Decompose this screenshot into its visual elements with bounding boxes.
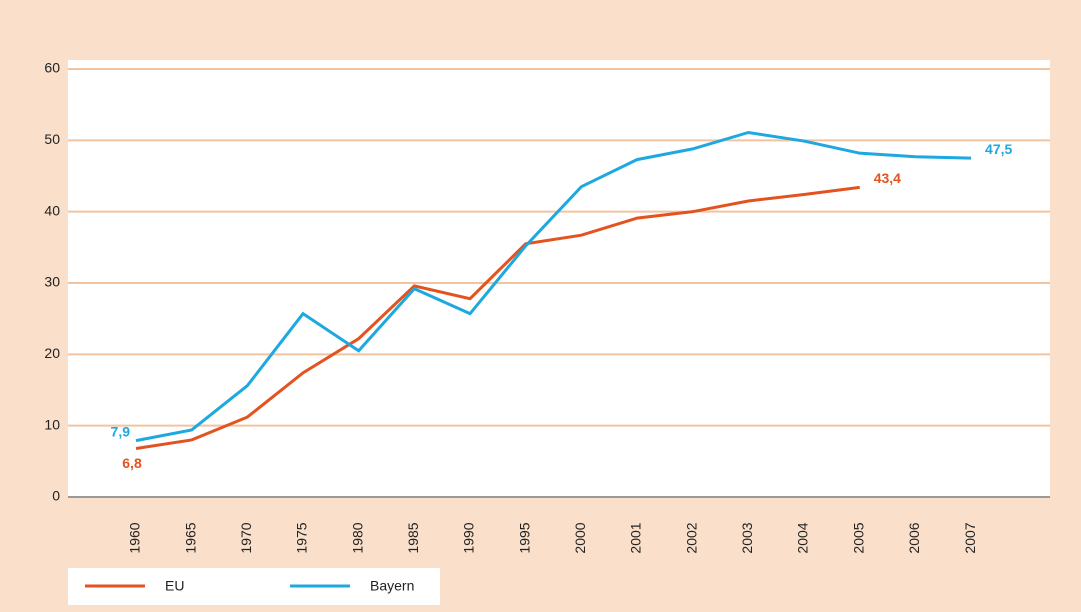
x-tick-label: 2003 bbox=[739, 522, 755, 553]
value-label: 43,4 bbox=[874, 170, 901, 186]
x-tick-label: 1990 bbox=[461, 522, 477, 553]
y-tick-label: 30 bbox=[44, 274, 60, 290]
value-label: 47,5 bbox=[985, 141, 1012, 157]
y-tick-label: 20 bbox=[44, 345, 60, 361]
y-tick-label: 10 bbox=[44, 416, 60, 432]
legend-label: EU bbox=[165, 578, 184, 594]
x-tick-label: 2002 bbox=[683, 522, 699, 553]
y-tick-label: 40 bbox=[44, 202, 60, 218]
y-tick-label: 0 bbox=[52, 488, 60, 504]
x-tick-label: 2004 bbox=[795, 522, 811, 553]
value-label: 6,8 bbox=[122, 455, 142, 471]
legend-label: Bayern bbox=[370, 578, 414, 594]
x-tick-label: 1965 bbox=[182, 522, 198, 553]
x-tick-label: 1960 bbox=[127, 522, 143, 553]
x-tick-label: 1970 bbox=[238, 522, 254, 553]
x-tick-label: 1985 bbox=[405, 522, 421, 553]
x-tick-label: 2007 bbox=[962, 522, 978, 553]
x-tick-label: 2005 bbox=[850, 522, 866, 553]
y-tick-label: 50 bbox=[44, 131, 60, 147]
x-tick-label: 1995 bbox=[516, 522, 532, 553]
series-line bbox=[135, 185, 860, 450]
series-line bbox=[135, 130, 972, 443]
x-tick-label: 1980 bbox=[349, 522, 365, 553]
x-tick-label: 1975 bbox=[294, 522, 310, 553]
x-tick-label: 2000 bbox=[572, 522, 588, 553]
y-tick-label: 60 bbox=[44, 60, 60, 76]
x-tick-label: 2006 bbox=[906, 522, 922, 553]
x-tick-label: 2001 bbox=[628, 522, 644, 553]
value-label: 7,9 bbox=[111, 423, 131, 439]
